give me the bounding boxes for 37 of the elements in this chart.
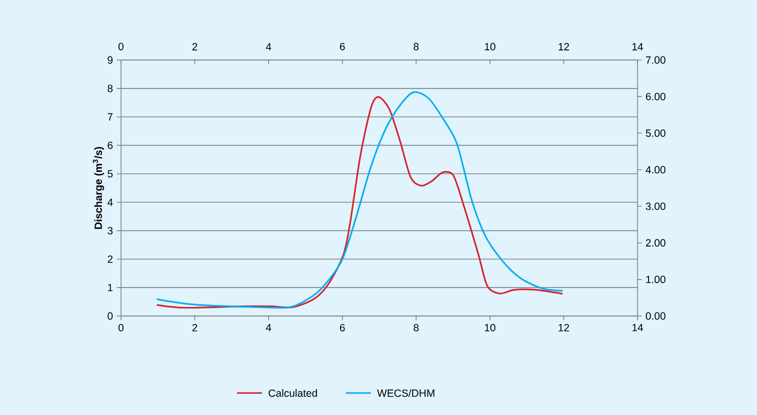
x2-tick-label: 4	[266, 43, 272, 50]
y-tick-label: 5	[108, 170, 113, 178]
x-tick-label: 2	[192, 324, 198, 332]
x-tick-label: 12	[558, 324, 570, 332]
y-axis-title: Discharge (m$^{3}$/s)	[92, 147, 104, 229]
y-tick-label: 8	[108, 84, 113, 92]
x-tick-label: 14	[632, 324, 644, 332]
x-tick-label: 10	[484, 324, 496, 332]
x2-tick-label: 2	[192, 43, 198, 50]
x-tick-label: 0	[118, 324, 124, 332]
x2-tick-label: 12	[558, 43, 570, 50]
y2-tick-label: 5.00	[646, 129, 666, 137]
x2-tick-label: 0	[118, 42, 124, 50]
y2-tick-label: 7.00	[646, 56, 666, 64]
y2-tick-label: 6.00	[646, 92, 666, 100]
y-tick-label: 4	[107, 198, 113, 206]
y2-tick-label: 4.00	[646, 166, 666, 174]
x2-tick-label: 14	[632, 43, 644, 50]
x2-tick-label: 8	[414, 42, 419, 50]
legend-label: Calculated	[268, 389, 317, 397]
legend-label: WECS/DHM	[377, 389, 434, 397]
y-tick-label: 0	[108, 312, 113, 320]
y2-tick-label: 3.00	[646, 202, 666, 210]
y-tick-label: 6	[108, 142, 113, 150]
x-tick-label: 8	[414, 324, 419, 332]
x2-tick-label: 10	[484, 42, 496, 50]
y-tick-label: 9	[108, 56, 113, 64]
y2-tick-label: 1.00	[646, 276, 666, 284]
x2-tick-label: 6	[340, 42, 345, 50]
y-tick-label: 3	[108, 226, 113, 234]
y-tick-label: 1	[108, 284, 113, 292]
y-tick-label: 7	[108, 113, 113, 120]
y2-tick-label: 2.00	[646, 239, 666, 247]
y2-tick-label: 0.00	[646, 312, 666, 320]
y-tick-label: 2	[108, 255, 113, 263]
x-tick-label: 6	[340, 324, 345, 332]
x-tick-label: 4	[266, 324, 272, 332]
